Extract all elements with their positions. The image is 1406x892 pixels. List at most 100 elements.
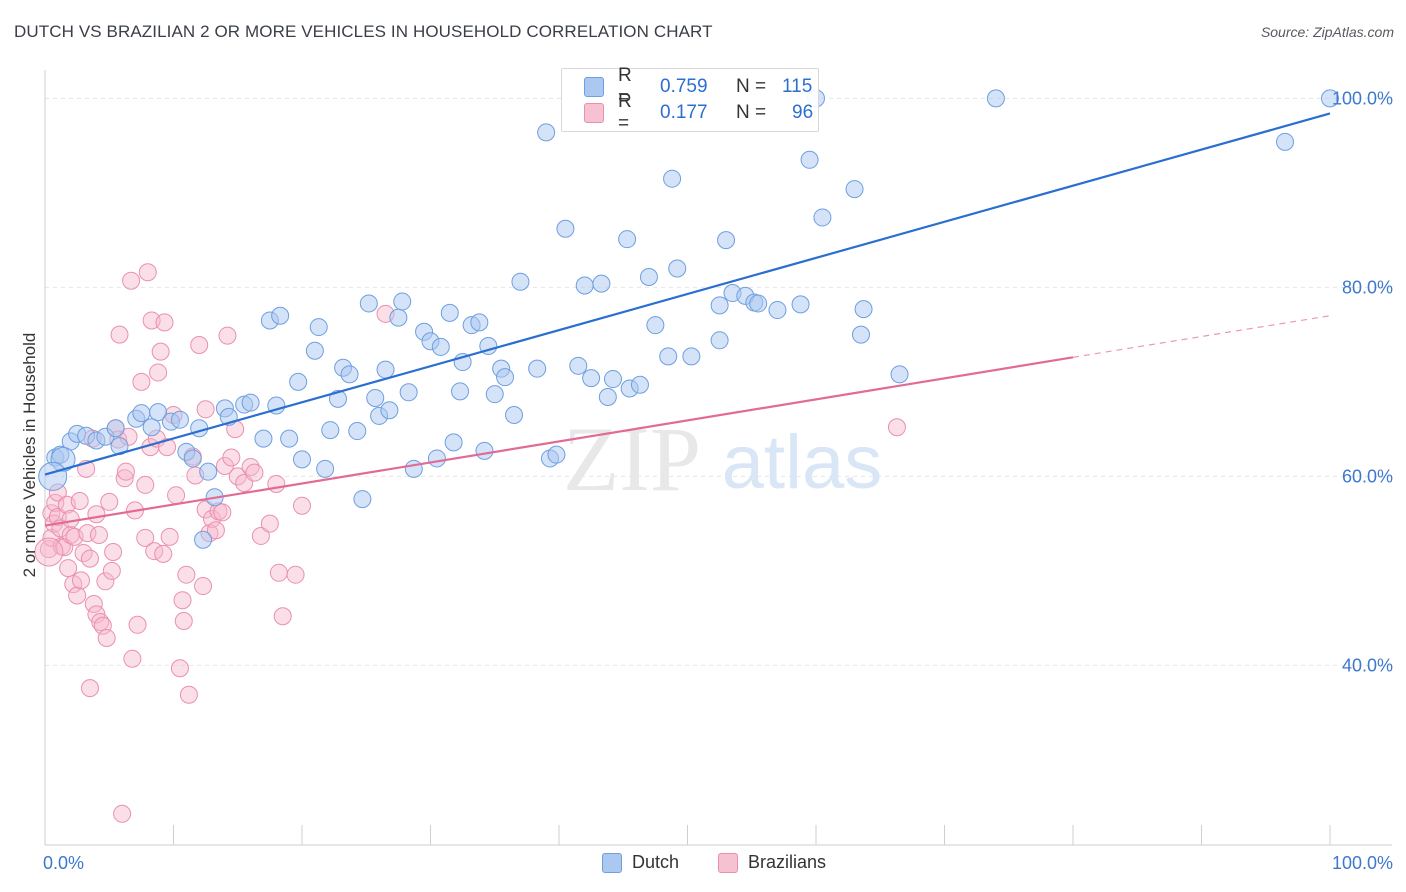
watermark-zip: ZIP [563, 408, 701, 510]
dutch-point-41 [359, 294, 378, 313]
dutch-point-74 [582, 369, 601, 388]
brazilians-point-92 [286, 565, 305, 584]
bottom-dutch-label: Dutch [632, 852, 680, 872]
dutch-point-46 [389, 308, 408, 327]
watermark: ZIP atlas [563, 408, 882, 510]
dutch-point-81 [639, 267, 658, 286]
dutch-r-label: R = [618, 65, 632, 108]
dutch-point-87 [710, 296, 729, 315]
dutch-point-100 [851, 325, 870, 344]
dutch-point-85 [668, 259, 687, 278]
dutch-point-65 [505, 405, 524, 424]
dutch-point-95 [791, 295, 810, 314]
dutch-point-53 [431, 337, 450, 356]
brazilians-point-23 [80, 679, 99, 698]
dutch-point-16 [183, 449, 202, 468]
chart-title: DUTCH VS BRAZILIAN 2 OR MORE VEHICLES IN… [14, 22, 713, 41]
brazilians-r-value: 0.177 [660, 102, 708, 123]
dutch-point-18 [199, 462, 218, 481]
brazilians-point-90 [269, 563, 288, 582]
dutch-point-105 [1321, 89, 1339, 108]
dutch-point-80 [630, 375, 649, 394]
dutch-point-14 [170, 410, 189, 429]
dutch-point-71 [556, 219, 575, 238]
brazilians-point-40 [115, 469, 134, 488]
trend-lines [44, 112, 1331, 527]
dutch-point-33 [309, 318, 328, 337]
dutch-point-98 [813, 208, 832, 227]
dutch-point-77 [603, 370, 622, 389]
dutch-point-38 [340, 365, 359, 384]
brazilians-n-value: 96 [792, 102, 814, 123]
brazilians-point-28 [89, 526, 108, 544]
brazilians-point-31 [96, 572, 115, 591]
dutch-point-56 [451, 382, 470, 401]
brazilians-point-60 [160, 527, 179, 546]
dutch-point-34 [316, 459, 335, 478]
brazilians-point-22 [80, 549, 99, 568]
brazilians-point-18 [71, 571, 90, 590]
brazilians-point-93 [293, 496, 311, 515]
dutch-swatch [584, 77, 604, 97]
source-credit: Source: ZipAtlas.com [1260, 24, 1394, 40]
brazilians-point-86 [245, 463, 264, 482]
brazilians-point-56 [151, 342, 170, 361]
brazilians-point-35 [104, 543, 123, 562]
dutch-point-75 [592, 274, 611, 293]
watermark-atlas: atlas [722, 420, 883, 505]
dutch-point-49 [404, 459, 423, 478]
brazilians-point-17 [70, 491, 89, 510]
brazilians-point-58 [155, 313, 174, 332]
dutch-point-45 [380, 401, 399, 420]
dutch-point-60 [475, 441, 494, 460]
dutch-point-24 [241, 393, 260, 412]
brazilians-point-63 [170, 659, 189, 678]
dutch-point-40 [353, 490, 372, 509]
dutch-point-86 [682, 347, 701, 366]
dutch-point-30 [289, 372, 308, 391]
brazilians-swatch [584, 103, 604, 123]
dutch-point-28 [271, 306, 290, 325]
brazilians-point-62 [167, 486, 186, 505]
brazilians-point-55 [149, 363, 168, 382]
dutch-point-12 [149, 403, 168, 422]
dutch-n-value: 115 [782, 76, 813, 97]
brazilians-point-25 [84, 594, 103, 613]
brazilians-point-39 [113, 804, 132, 823]
brazilians-point-13 [61, 509, 80, 528]
dutch-point-101 [854, 300, 873, 319]
brazilians-n-label: N = [736, 102, 767, 123]
brazilians-trend-extension [1072, 315, 1331, 358]
brazilians-point-46 [128, 615, 147, 634]
y-tick-label-40: 40.0% [1342, 655, 1393, 675]
dutch-point-68 [537, 123, 556, 142]
dutch-point-76 [598, 388, 617, 407]
brazilians-point-26 [87, 505, 106, 524]
dutch-point-96 [800, 150, 819, 169]
bottom-dutch-swatch [602, 852, 622, 873]
dutch-point-73 [575, 276, 594, 295]
dutch-point-89 [717, 231, 736, 250]
dutch-point-17 [190, 419, 209, 438]
dutch-point-94 [768, 301, 787, 320]
legend-row-brazilians: R = 0.177 N = 96 [584, 91, 814, 134]
brazilians-point-50 [138, 263, 157, 282]
brazilians-r-label: R = [618, 91, 632, 134]
dutch-point-103 [986, 89, 1005, 108]
brazilians-point-67 [179, 685, 198, 704]
bottom-brazilians-label: Brazilians [748, 852, 827, 872]
brazilians-point-72 [196, 400, 215, 419]
y-tick-label-100: 100.0% [1332, 88, 1393, 108]
dutch-point-66 [511, 272, 530, 291]
bottom-brazilians-swatch [718, 852, 738, 873]
axes [44, 70, 1392, 846]
brazilians-point-78 [213, 503, 232, 522]
dutch-point-64 [496, 368, 515, 387]
brazilians-point-70 [190, 336, 209, 355]
dutch-point-42 [366, 388, 385, 407]
brazilians-point-47 [132, 372, 151, 391]
bottom-legend-dutch: Dutch [602, 852, 679, 873]
brazilians-points [34, 263, 906, 823]
brazilians-point-80 [218, 326, 237, 345]
dutch-point-72 [569, 356, 588, 375]
